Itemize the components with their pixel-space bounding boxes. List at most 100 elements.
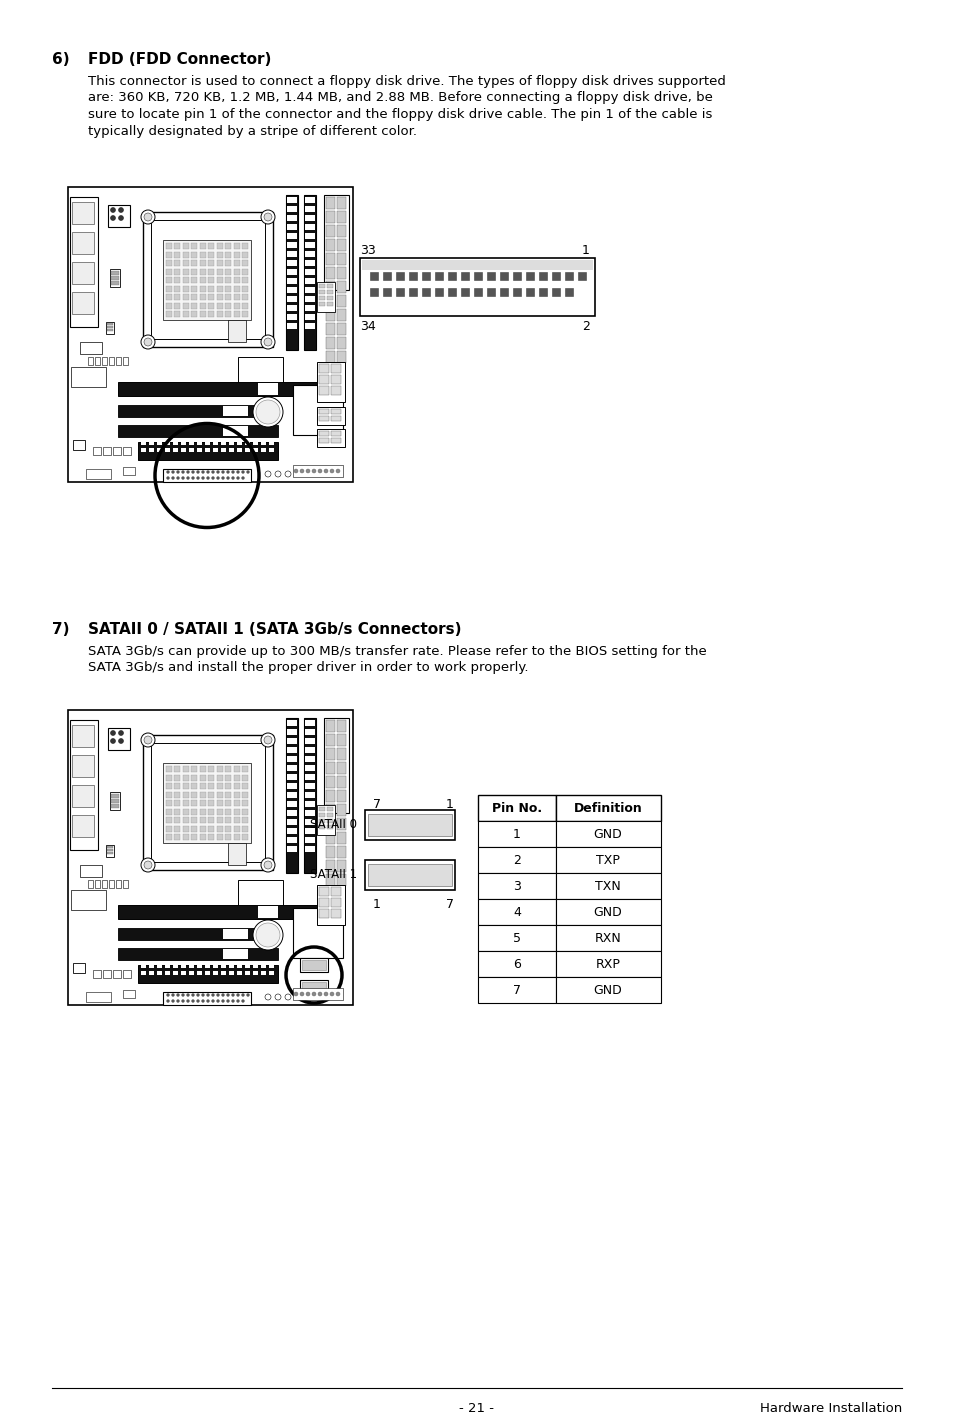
Bar	[225, 259, 232, 267]
Circle shape	[241, 994, 244, 997]
Bar	[200, 251, 206, 258]
Bar	[225, 791, 232, 797]
Text: SATA 3Gb/s can provide up to 300 MB/s transfer rate. Please refer to the BIOS se: SATA 3Gb/s can provide up to 300 MB/s tr…	[88, 645, 706, 658]
Bar	[166, 259, 172, 267]
Circle shape	[201, 994, 204, 997]
Circle shape	[221, 476, 224, 479]
Bar	[336, 873, 346, 886]
Bar	[302, 983, 326, 993]
Bar	[242, 825, 248, 831]
Bar	[80, 342, 102, 354]
Bar	[242, 766, 248, 771]
Bar	[223, 406, 248, 415]
Bar	[118, 406, 277, 417]
Bar	[552, 288, 559, 296]
Bar	[305, 737, 314, 744]
Bar	[287, 233, 296, 240]
Bar	[181, 441, 186, 445]
Text: 2: 2	[581, 320, 589, 333]
Bar	[183, 285, 189, 292]
Bar	[200, 808, 206, 814]
Bar	[112, 970, 121, 978]
Bar	[305, 720, 314, 726]
Bar	[209, 294, 214, 301]
Circle shape	[192, 1000, 194, 1003]
Bar	[141, 441, 146, 445]
Bar	[221, 448, 226, 452]
Circle shape	[181, 476, 184, 479]
Bar	[556, 977, 660, 1003]
Bar	[196, 971, 202, 976]
Bar	[233, 285, 240, 292]
Bar	[326, 352, 335, 363]
Bar	[287, 296, 296, 302]
Bar	[192, 791, 197, 797]
Circle shape	[232, 471, 234, 474]
Bar	[68, 710, 353, 1005]
Circle shape	[118, 216, 123, 221]
Bar	[305, 323, 314, 329]
Bar	[327, 807, 333, 811]
Circle shape	[241, 476, 244, 479]
Bar	[286, 196, 297, 350]
Bar	[165, 971, 170, 976]
Bar	[327, 291, 333, 294]
Circle shape	[265, 994, 271, 1000]
Bar	[318, 820, 325, 822]
Bar	[216, 302, 223, 309]
Bar	[86, 469, 111, 479]
Bar	[200, 311, 206, 318]
Bar	[578, 272, 585, 279]
Bar	[242, 277, 248, 284]
Circle shape	[306, 993, 310, 995]
Bar	[233, 783, 240, 788]
Circle shape	[196, 1000, 199, 1003]
Bar	[192, 766, 197, 771]
Bar	[216, 791, 223, 797]
Text: FDD (FDD Connector): FDD (FDD Connector)	[88, 52, 271, 67]
Bar	[305, 251, 314, 257]
Bar	[107, 849, 112, 851]
Bar	[181, 964, 186, 968]
Bar	[302, 960, 326, 970]
Bar	[326, 295, 335, 308]
Bar	[237, 357, 283, 396]
Bar	[336, 720, 346, 732]
Bar	[318, 415, 329, 421]
Bar	[189, 448, 193, 452]
Circle shape	[111, 207, 115, 213]
Bar	[287, 216, 296, 221]
Bar	[123, 447, 131, 455]
Circle shape	[206, 1000, 210, 1003]
Bar	[327, 813, 333, 817]
Circle shape	[206, 994, 210, 997]
Circle shape	[212, 994, 214, 997]
Circle shape	[172, 476, 174, 479]
Bar	[183, 311, 189, 318]
Bar	[253, 441, 257, 445]
Bar	[525, 272, 534, 279]
Bar	[172, 964, 178, 968]
Bar	[233, 242, 240, 250]
Text: SATAII 0: SATAII 0	[310, 818, 356, 831]
Circle shape	[226, 476, 230, 479]
Bar	[318, 813, 325, 817]
Bar	[336, 211, 346, 223]
Circle shape	[221, 471, 224, 474]
Bar	[225, 251, 232, 258]
Bar	[123, 970, 131, 978]
Bar	[200, 783, 206, 788]
Bar	[460, 288, 469, 296]
Bar	[189, 964, 193, 968]
Bar	[225, 808, 232, 814]
Bar	[174, 817, 180, 822]
Bar	[174, 766, 180, 771]
Bar	[382, 272, 391, 279]
Bar	[221, 971, 226, 976]
Bar	[538, 272, 546, 279]
Text: are: 360 KB, 720 KB, 1.2 MB, 1.44 MB, and 2.88 MB. Before connecting a floppy di: are: 360 KB, 720 KB, 1.2 MB, 1.44 MB, an…	[88, 92, 712, 105]
Circle shape	[181, 994, 184, 997]
Bar	[174, 808, 180, 814]
Circle shape	[196, 476, 199, 479]
Bar	[166, 285, 172, 292]
